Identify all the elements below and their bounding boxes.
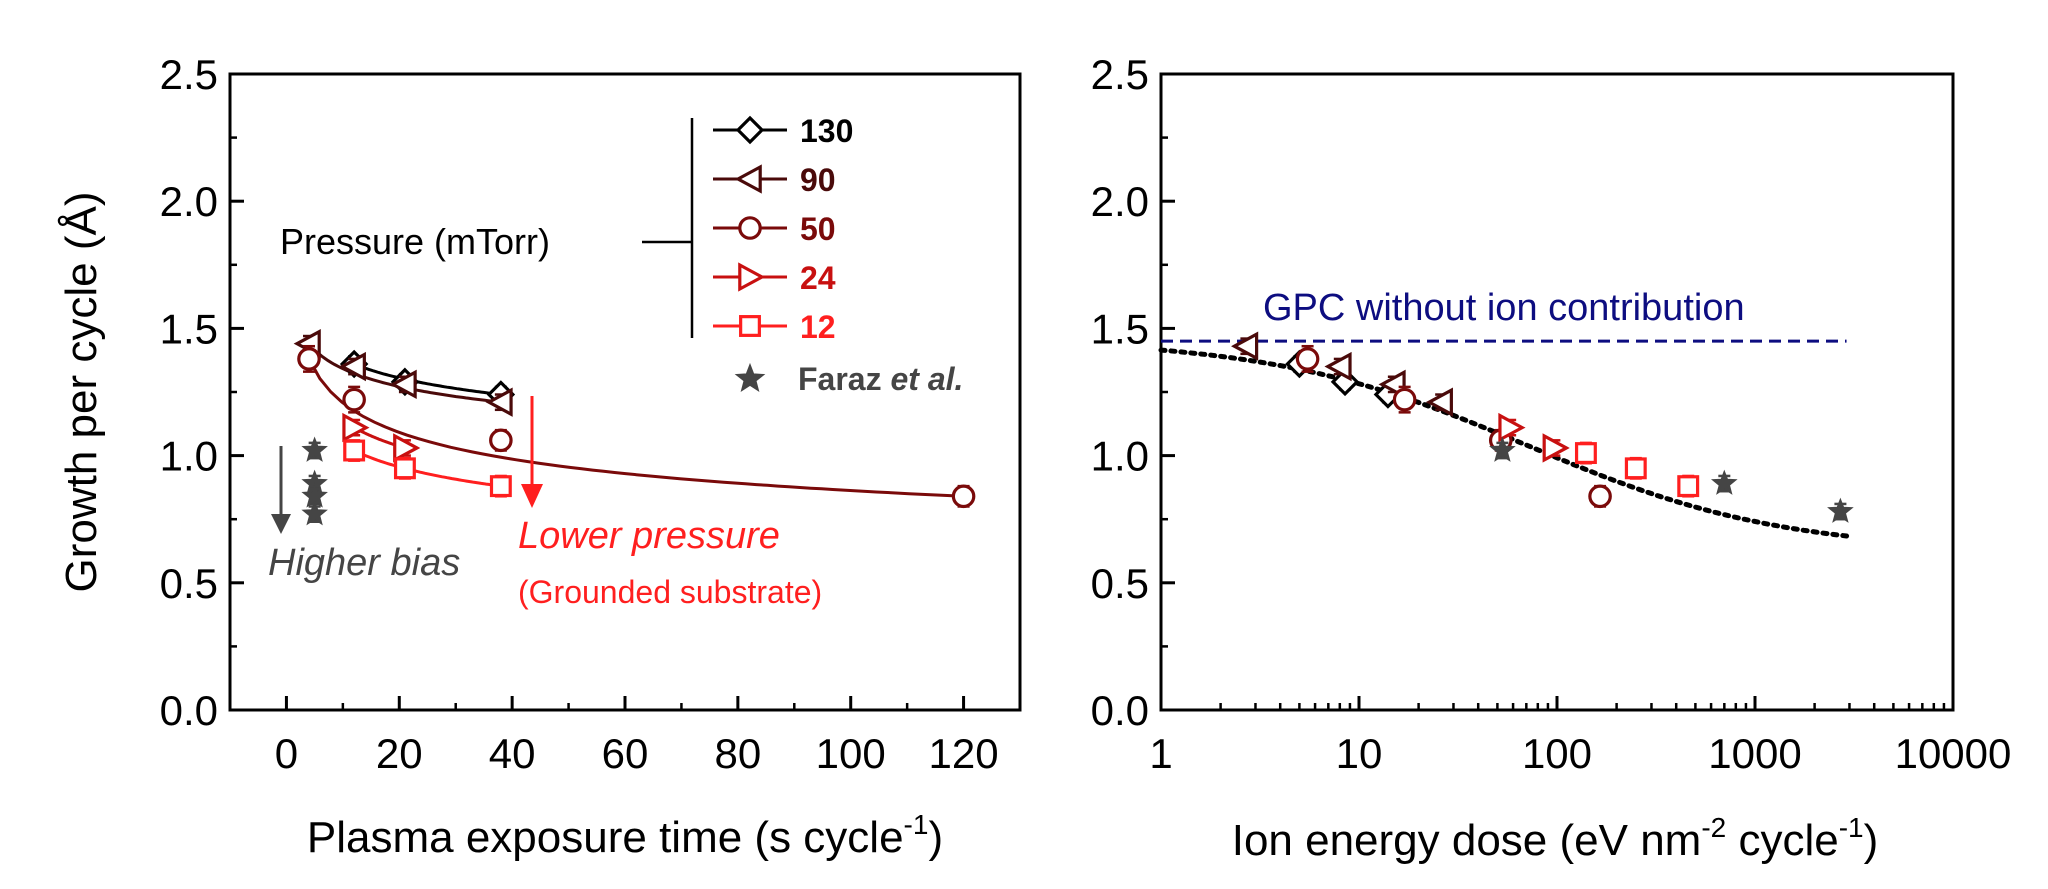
legend-marker-50 — [738, 216, 762, 240]
right-data-marks — [1231, 331, 1854, 523]
fit-line-12 — [353, 449, 502, 488]
left-point-12 — [489, 475, 512, 498]
left-y-tick-label: 1.5 — [160, 305, 218, 352]
left-x-tick-label: 0 — [275, 730, 298, 777]
legend-title: Pressure (mTorr) — [280, 221, 550, 262]
right-point-90 — [1425, 387, 1453, 417]
legend-faraz-star-marker — [734, 362, 766, 393]
left-point-90 — [389, 369, 417, 400]
right-y-tick-label: 1.0 — [1091, 433, 1149, 480]
right-point-50 — [1295, 347, 1320, 371]
left-x-tick-label: 60 — [602, 730, 649, 777]
right-point-24 — [1498, 412, 1526, 443]
legend-label-130: 130 — [800, 113, 853, 149]
left-x-axis-label: Plasma exposure time (s cycle-1) — [307, 809, 943, 862]
left-point-50 — [297, 347, 321, 371]
left-y-tick-label: 2.5 — [160, 51, 218, 98]
left-point-50 — [342, 387, 366, 412]
left-y-axis-label: Growth per cycle (Å) — [57, 192, 106, 593]
right-x-tick-label: 10 — [1336, 730, 1383, 777]
left-y-tick-label: 1.0 — [160, 433, 218, 480]
left-point-24 — [393, 433, 421, 463]
right-point-12 — [1624, 457, 1647, 480]
right-point-12 — [1677, 475, 1700, 498]
right-axis-ticks: 1 10 100 1000 10000 0.0 0.5 1.0 1.5 2.0 2.5 — [1091, 51, 2012, 777]
left-x-tick-label: 80 — [714, 730, 761, 777]
legend-item-90: 90 — [713, 162, 836, 198]
legend-marker-24 — [738, 262, 766, 292]
right-point-farazetal — [1489, 436, 1516, 462]
legend-marker-130 — [735, 115, 765, 145]
left-chart: 0 20 40 60 80 100 120 0.0 0.5 1.0 1.5 2.0 2.5 Growth… — [57, 51, 1022, 862]
right-y-tick-label: 0.0 — [1091, 687, 1149, 734]
left-point-farazetal — [301, 500, 328, 526]
left-x-tick-label: 40 — [489, 730, 536, 777]
right-x-axis-label: Ion energy dose (eV nm-2 cycle-1) — [1232, 812, 1879, 865]
left-point-90 — [338, 351, 366, 382]
left-y-tick-label: 0.0 — [160, 687, 218, 734]
legend-label-24: 24 — [800, 260, 836, 296]
higher-bias-arrow — [271, 446, 291, 534]
right-point-farazetal — [1827, 497, 1854, 523]
right-y-tick-label: 0.5 — [1091, 560, 1149, 607]
left-x-tick-label: 100 — [816, 730, 886, 777]
left-x-tick-label: 20 — [376, 730, 423, 777]
legend-label-90: 90 — [800, 162, 836, 198]
legend-item-50: 50 — [713, 211, 836, 247]
left-point-90 — [485, 387, 513, 417]
right-point-90 — [1231, 331, 1259, 361]
right-y-tick-label: 1.5 — [1091, 305, 1149, 352]
right-y-tick-label: 2.5 — [1091, 51, 1149, 98]
right-plot-frame — [1159, 72, 1955, 712]
legend-item-24: 24 — [713, 260, 836, 296]
right-chart: 1 10 100 1000 10000 0.0 0.5 1.0 1.5 2.0 2.5 GPC wi… — [1091, 51, 2012, 865]
right-point-50 — [1588, 484, 1612, 509]
right-point-12 — [1574, 442, 1597, 465]
left-point-12 — [343, 439, 366, 462]
gpc-reference-label: GPC without ion contribution — [1263, 287, 1745, 329]
left-point-50 — [489, 428, 513, 453]
right-x-tick-label: 10000 — [1895, 730, 2012, 777]
legend-label-50: 50 — [800, 211, 836, 247]
left-data-marks — [293, 328, 976, 526]
left-point-50 — [951, 484, 976, 509]
fit-line-130 — [353, 362, 502, 396]
legend-marker-90 — [734, 164, 762, 194]
fit-line-50 — [307, 358, 964, 498]
lower-pressure-arrow — [521, 396, 543, 508]
legend: Pressure (mTorr) 130 90 50 24 12 Faraz et al… — [280, 113, 963, 397]
legend-marker-12 — [739, 315, 761, 337]
left-point-12 — [393, 457, 416, 480]
legend-item-130: 130 — [713, 113, 853, 149]
left-x-tick-label: 120 — [929, 730, 999, 777]
legend-item-12: 12 — [713, 309, 836, 345]
right-y-tick-label: 2.0 — [1091, 178, 1149, 225]
left-point-farazetal — [301, 436, 328, 462]
right-point-90 — [1324, 351, 1352, 382]
right-x-tick-label: 1000 — [1708, 730, 1801, 777]
higher-bias-label: Higher bias — [268, 542, 460, 584]
left-point-24 — [342, 412, 370, 443]
legend-faraz-label: Faraz et al. — [798, 361, 963, 397]
lower-pressure-label: Lower pressure — [518, 515, 780, 557]
grounded-substrate-label: (Grounded substrate) — [518, 574, 822, 610]
right-x-tick-label: 1 — [1149, 730, 1172, 777]
left-axis-ticks: 0 20 40 60 80 100 120 0.0 0.5 1.0 1.5 2.0 2.5 — [160, 51, 1022, 777]
left-y-tick-label: 0.5 — [160, 560, 218, 607]
legend-faraz-star — [734, 362, 766, 393]
legend-item-faraz: Faraz et al. — [734, 361, 963, 397]
left-y-tick-label: 2.0 — [160, 178, 218, 225]
right-point-50 — [1392, 387, 1417, 412]
right-point-24 — [1542, 433, 1570, 463]
right-x-tick-label: 100 — [1522, 730, 1592, 777]
legend-label-12: 12 — [800, 309, 836, 345]
legend-items: 130 90 50 24 12 — [713, 113, 853, 345]
right-point-farazetal — [1710, 469, 1738, 495]
